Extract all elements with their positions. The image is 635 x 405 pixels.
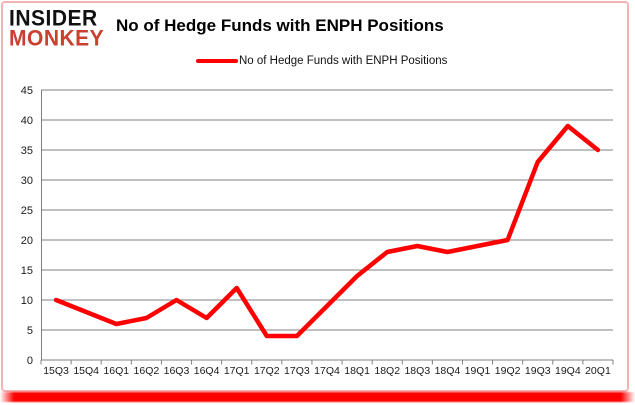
y-tick-label: 45 [21,85,33,97]
x-tick-label: 15Q3 [43,365,69,377]
x-tick-label: 15Q4 [73,365,99,377]
logo-insider: INSIDER [9,6,98,31]
hedge-funds-line-chart: 0 5 10 15 20 25 30 35 40 45 15Q3 15Q4 16Q1 16Q2 16Q3 16… [21,85,614,377]
x-tick-label: 19Q2 [495,365,521,377]
y-tick-label: 5 [27,325,33,337]
bottom-red-bar [0,392,635,402]
y-tick-label: 35 [21,145,33,157]
y-tick-label: 25 [21,205,33,217]
logo-monkey: MONKEY [9,27,105,51]
x-tick-label: 16Q2 [134,365,160,377]
x-tick-label: 20Q1 [585,365,611,377]
x-tick-label: 17Q1 [224,365,250,377]
x-tick-label: 17Q4 [314,365,340,377]
y-tick-label: 0 [27,355,33,367]
y-tick-label: 40 [21,115,33,127]
x-tick-label: 16Q4 [194,365,220,377]
y-tick-label: 30 [21,175,33,187]
series-line [53,123,601,339]
x-tick-label: 18Q4 [435,365,461,377]
legend-label: No of Hedge Funds with ENPH Positions [239,55,448,67]
x-tick-label: 16Q3 [164,365,190,377]
legend-line-swatch [196,59,238,63]
x-tick-label: 19Q1 [465,365,491,377]
x-tick-label: 19Q3 [525,365,551,377]
x-tick-label: 18Q2 [374,365,400,377]
x-tick-label: 17Q3 [284,365,310,377]
x-tick-label: 18Q3 [404,365,430,377]
chart-legend: No of Hedge Funds with ENPH Positions [196,54,447,68]
y-tick-label: 15 [21,265,33,277]
y-tick-label: 20 [21,235,33,247]
x-tick-label: 17Q2 [254,365,280,377]
y-tick-label: 10 [21,295,33,307]
chart-title: No of Hedge Funds with ENPH Positions [116,16,444,35]
insider-monkey-logo: INSIDER MONKEY [9,6,105,51]
x-tick-label: 18Q1 [344,365,370,377]
x-tick-label: 16Q1 [103,365,129,377]
x-tick-label: 19Q4 [555,365,581,377]
